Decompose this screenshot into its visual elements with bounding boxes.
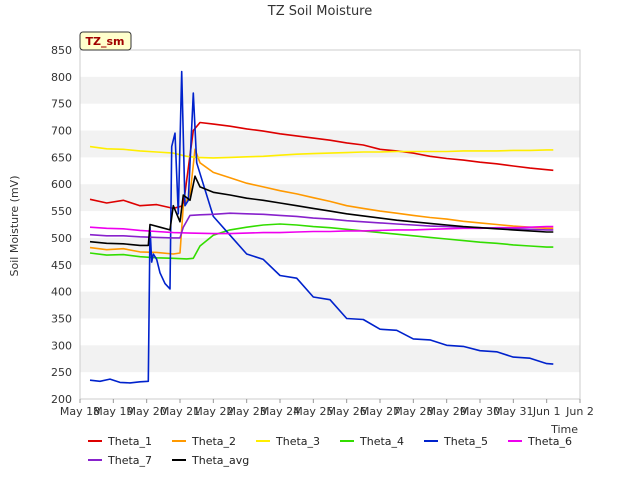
x-tick-label: May 20 <box>127 405 167 418</box>
y-tick-label: 450 <box>51 259 72 272</box>
grid-band <box>80 345 580 373</box>
y-tick-label: 250 <box>51 366 72 379</box>
x-tick-label: May 21 <box>160 405 200 418</box>
station-badge: TZ_sm <box>79 31 132 51</box>
grid-band <box>80 291 580 319</box>
y-tick-label: 500 <box>51 232 72 245</box>
x-tick-label: May 18 <box>60 405 100 418</box>
legend-label: Theta_3 <box>275 435 320 448</box>
legend-label: Theta_2 <box>191 435 236 448</box>
y-tick-label: 300 <box>51 339 72 352</box>
x-tick-label: May 29 <box>427 405 467 418</box>
x-tick-label: May 30 <box>460 405 500 418</box>
x-tick-label: Jun 2 <box>565 405 594 418</box>
x-tick-label: May 24 <box>260 405 300 418</box>
x-tick-label: May 28 <box>393 405 433 418</box>
y-tick-label: 800 <box>51 71 72 84</box>
y-tick-label: 200 <box>51 393 72 406</box>
y-tick-label: 750 <box>51 98 72 111</box>
y-tick-label: 700 <box>51 125 72 138</box>
legend: Theta_1 Theta_2 Theta_3 Theta_4 Theta_5 Theta… <box>88 435 572 467</box>
x-tick-label: May 25 <box>293 405 333 418</box>
legend-label: Theta_7 <box>107 454 152 467</box>
x-tick-label: May 27 <box>360 405 400 418</box>
plot-frame <box>79 49 581 400</box>
legend-label: Theta_5 <box>443 435 488 448</box>
series-line-theta-7 <box>89 212 554 239</box>
x-tick-label: May 22 <box>193 405 233 418</box>
grid-band <box>80 237 580 265</box>
y-tick-label: 350 <box>51 312 72 325</box>
series-line-theta-4 <box>89 223 554 260</box>
x-tick-label: Jun 1 <box>532 405 561 418</box>
y-tick-label: 400 <box>51 286 72 299</box>
chart-title: TZ Soil Moisture <box>267 4 373 19</box>
y-tick-label: 550 <box>51 205 72 218</box>
x-axis-label: Time <box>550 423 578 436</box>
series-layer <box>89 70 554 384</box>
y-tick-label: 650 <box>51 151 72 164</box>
y-axis-label: Soil Moisture (mV) <box>8 176 21 277</box>
legend-label: Theta_1 <box>107 435 152 448</box>
series-line-theta-avg <box>89 175 554 247</box>
station-badge-box <box>79 31 132 51</box>
x-tick-label: May 19 <box>93 405 133 418</box>
y-axis-ticks: 200 250 300 350 400 450 500 550 600 650 700 750 800 8… <box>51 44 72 406</box>
station-badge-label: TZ_sm <box>86 35 125 48</box>
grid-band <box>80 76 580 104</box>
x-tick-label: May 31 <box>493 405 533 418</box>
legend-label: Theta_avg <box>191 454 249 467</box>
x-tick-label: May 23 <box>227 405 267 418</box>
grid-band <box>80 184 580 212</box>
legend-label: Theta_6 <box>527 435 572 448</box>
x-tick-label: May 26 <box>327 405 367 418</box>
series-line-theta-3 <box>89 145 554 159</box>
legend-label: Theta_4 <box>359 435 404 448</box>
series-line-theta-5 <box>89 70 554 384</box>
y-tick-label: 600 <box>51 178 72 191</box>
y-tick-label: 850 <box>51 44 72 57</box>
series-line-theta-2 <box>89 148 554 255</box>
